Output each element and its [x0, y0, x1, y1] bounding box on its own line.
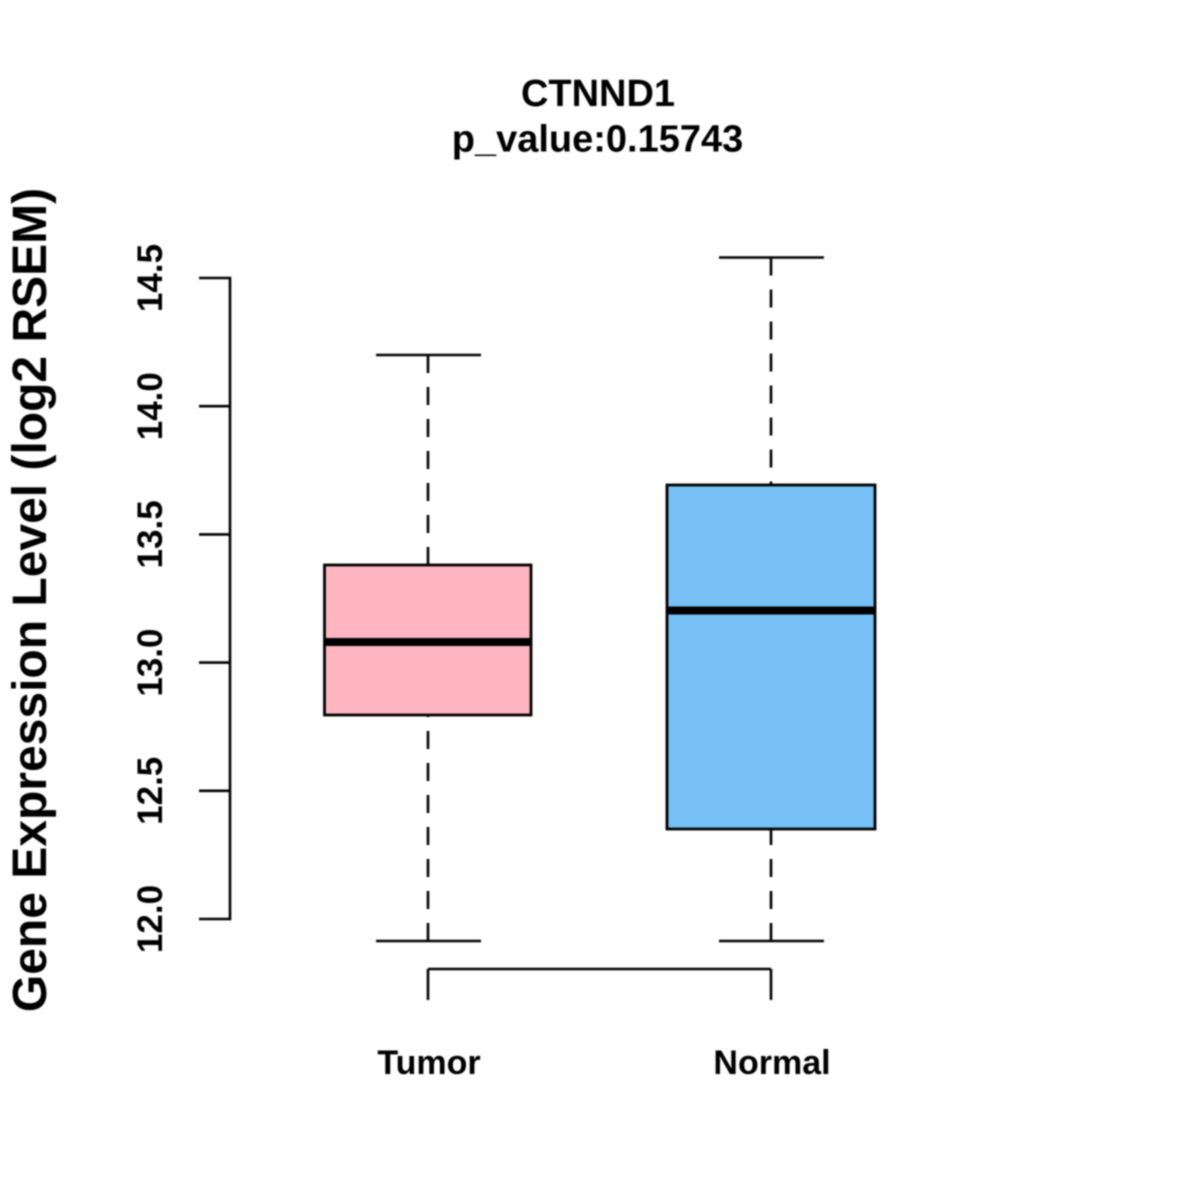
- svg-text:12.5: 12.5: [131, 757, 170, 825]
- svg-text:CTNND1: CTNND1: [521, 73, 675, 115]
- svg-text:Tumor: Tumor: [377, 1044, 480, 1082]
- svg-text:Normal: Normal: [713, 1044, 830, 1082]
- svg-text:Gene Expression Level (log2 RS: Gene Expression Level (log2 RSEM): [4, 188, 57, 1012]
- svg-text:14.5: 14.5: [131, 244, 170, 312]
- svg-text:12.0: 12.0: [131, 885, 170, 953]
- svg-text:p_value:0.15743: p_value:0.15743: [452, 119, 744, 161]
- svg-text:13.5: 13.5: [131, 500, 170, 568]
- svg-text:13.0: 13.0: [131, 629, 170, 697]
- svg-text:14.0: 14.0: [131, 372, 170, 440]
